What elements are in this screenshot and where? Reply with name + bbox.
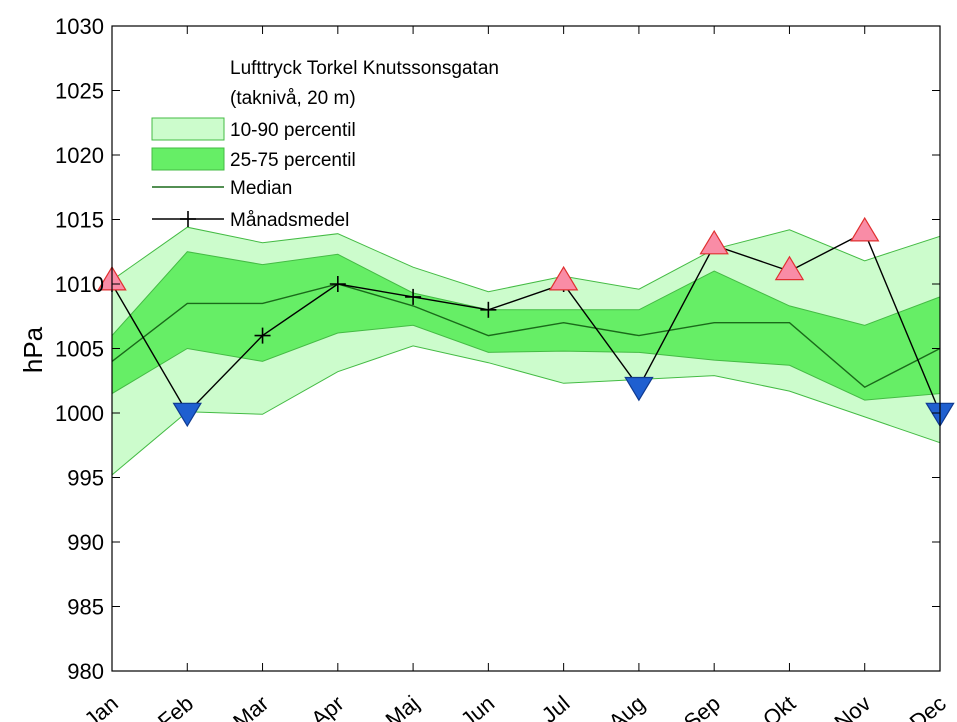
legend-label-p2575: 25-75 percentil (230, 150, 356, 171)
high-marker (850, 216, 880, 242)
x-tick-label: Apr (306, 691, 348, 722)
high-marker (699, 229, 729, 255)
legend: Lufttryck Torkel Knutssonsgatan (taknivå… (151, 58, 499, 231)
legend-title-line2: (taknivå, 20 m) (230, 88, 356, 109)
y-tick-label: 1025 (55, 79, 104, 104)
y-tick-label: 985 (67, 595, 104, 620)
extreme-markers (97, 216, 955, 428)
high-marker (774, 255, 805, 281)
mean-point (329, 276, 346, 292)
mean-point (405, 288, 422, 305)
mean-point (480, 301, 497, 318)
legend-label-median: Median (230, 178, 292, 199)
x-tick-label: Jan (80, 691, 123, 722)
x-tick-label: Aug (604, 691, 650, 722)
x-tick-label: Sep (679, 691, 725, 722)
legend-swatch-p2575 (151, 147, 225, 171)
mean-point (254, 327, 271, 344)
x-tick-label: Feb (153, 691, 198, 722)
low-marker (172, 402, 202, 428)
legend-swatch-p1090 (151, 117, 225, 141)
x-tick-label: Mar (228, 691, 273, 722)
y-tick-label: 1015 (55, 208, 104, 233)
x-tick-label: Maj (381, 691, 424, 722)
legend-title-line1: Lufttryck Torkel Knutssonsgatan (230, 58, 499, 79)
y-tick-label: 1000 (55, 401, 104, 426)
y-tick-label: 995 (67, 466, 104, 491)
y-tick-label: 1020 (55, 143, 104, 168)
x-tick-label: Jun (456, 691, 499, 722)
x-tick-label: Dec (905, 691, 951, 722)
legend-label-mean: Månadsmedel (230, 210, 349, 231)
y-tick-label: 1030 (55, 14, 104, 39)
y-axis-label: hPa (18, 326, 48, 373)
x-tick-label: Jul (537, 691, 575, 722)
median-line (111, 283, 941, 389)
x-tick-label: Okt (758, 691, 800, 722)
y-tick-label: 1005 (55, 337, 104, 362)
legend-label-p1090: 10-90 percentil (230, 120, 356, 141)
high-marker (548, 265, 579, 291)
y-tick-label: 990 (67, 530, 104, 555)
low-marker (624, 376, 654, 402)
mean-line (111, 231, 941, 415)
y-axis: 980 985 990 995 1000 1005 1010 1015 1020 1025 1030 (55, 14, 940, 684)
x-tick-label: Nov (830, 691, 876, 722)
y-tick-label: 980 (67, 659, 104, 684)
y-tick-label: 1010 (55, 272, 104, 297)
